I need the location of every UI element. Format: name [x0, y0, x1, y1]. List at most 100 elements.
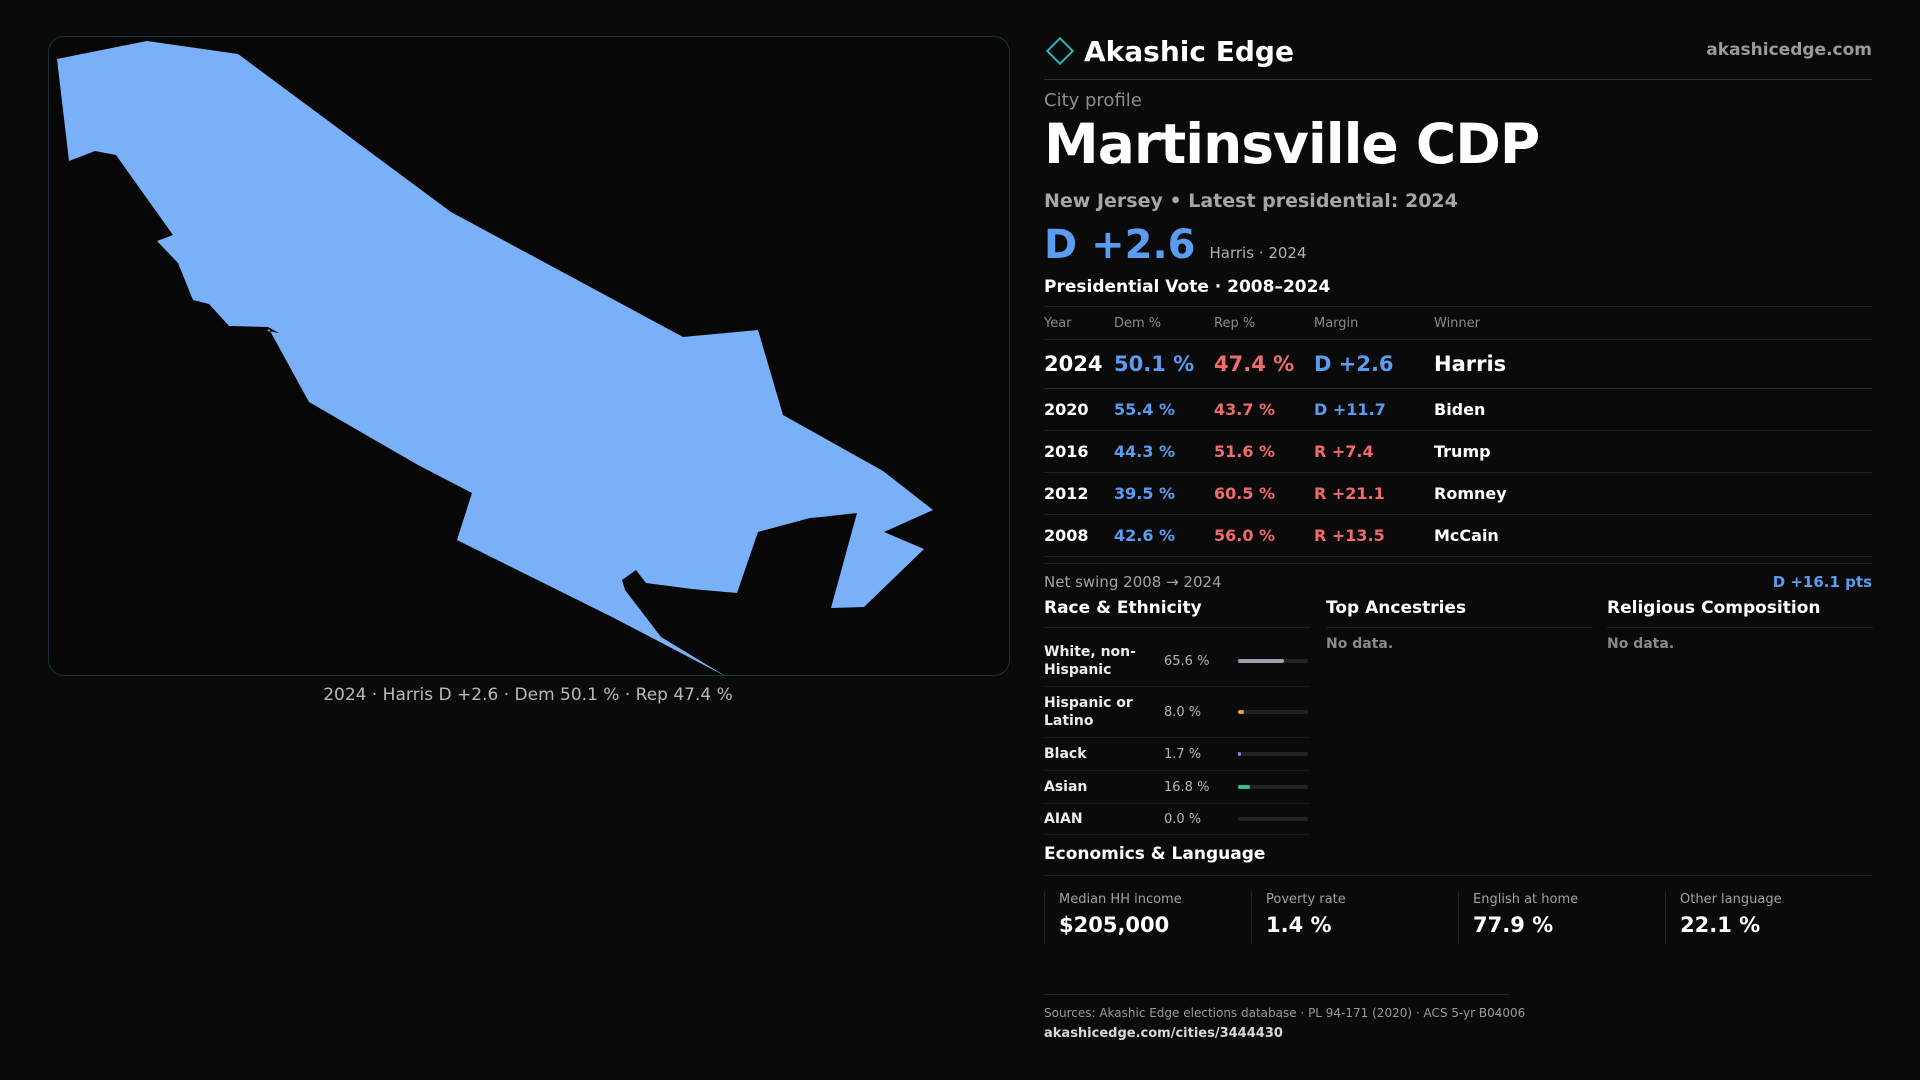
cell-margin: R +13.5: [1314, 514, 1434, 557]
race-label: White, non-Hispanic: [1044, 644, 1136, 678]
race-bar-fill: [1238, 785, 1250, 789]
city-boundary-shape[interactable]: [57, 41, 933, 675]
race-bar-track: [1238, 752, 1308, 756]
race-section-title: Race & Ethnicity: [1044, 598, 1310, 628]
religion-section: Religious Composition No data.: [1607, 598, 1873, 652]
race-bar-fill: [1238, 710, 1244, 714]
brand-name: Akashic Edge: [1084, 34, 1294, 68]
kpi-value: 1.4 %: [1266, 913, 1332, 937]
map-panel: [48, 36, 1010, 676]
swing-label: Net swing 2008 → 2024: [1044, 573, 1222, 591]
cell-winner: Trump: [1434, 430, 1872, 473]
header-year: Year: [1044, 306, 1114, 340]
header-divider: [1044, 79, 1872, 80]
headline-margin: D +2.6 Harris · 2024: [1044, 222, 1307, 268]
kpi-label: Median HH income: [1059, 892, 1182, 907]
margin-note: Harris · 2024: [1209, 244, 1307, 262]
cell-margin: D +2.6: [1314, 339, 1434, 389]
economics-kpis: Median HH income $205,000 Poverty rate 1…: [1044, 892, 1872, 944]
cell-dem: 39.5 %: [1114, 472, 1214, 515]
table-row: 2020 55.4 % 43.7 % D +11.7 Biden: [1044, 388, 1872, 431]
page-url-link[interactable]: akashicedge.com/cities/3444430: [1044, 1026, 1283, 1041]
margin-value: D +2.6: [1044, 222, 1196, 268]
race-row: Asian 16.8 %: [1044, 771, 1310, 804]
kpi-value: $205,000: [1059, 913, 1170, 937]
race-section: Race & Ethnicity White, non-Hispanic 65.…: [1044, 598, 1310, 835]
table-row-latest: 2024 50.1 % 47.4 % D +2.6 Harris: [1044, 339, 1872, 389]
header-rep: Rep %: [1214, 306, 1314, 340]
footer-divider: [1044, 994, 1509, 995]
kpi-label: Other language: [1680, 892, 1782, 907]
cell-year: 2012: [1044, 472, 1114, 515]
kpi-median-income: Median HH income $205,000: [1044, 892, 1251, 944]
header-margin: Margin: [1314, 306, 1434, 340]
religion-empty: No data.: [1607, 636, 1675, 652]
cell-year: 2020: [1044, 388, 1114, 431]
ancestries-section: Top Ancestries No data.: [1326, 598, 1592, 652]
kpi-english-at-home: English at home 77.9 %: [1458, 892, 1665, 944]
cell-rep: 51.6 %: [1214, 430, 1314, 473]
kpi-poverty-rate: Poverty rate 1.4 %: [1251, 892, 1458, 944]
cell-rep: 47.4 %: [1214, 339, 1314, 389]
map-caption: 2024 · Harris D +2.6 · Dem 50.1 % · Rep …: [323, 685, 733, 705]
race-row: White, non-Hispanic 65.6 %: [1044, 636, 1310, 687]
race-value: 16.8 %: [1164, 779, 1210, 795]
cell-year: 2016: [1044, 430, 1114, 473]
kpi-label: English at home: [1473, 892, 1579, 907]
eyebrow-label: City profile: [1044, 90, 1142, 111]
race-bar-fill: [1238, 752, 1241, 756]
ancestries-empty: No data.: [1326, 636, 1394, 652]
race-value: 0.0 %: [1164, 811, 1202, 827]
kpi-value: 22.1 %: [1680, 913, 1761, 937]
cell-margin: R +21.1: [1314, 472, 1434, 515]
page-title: Martinsville CDP: [1044, 112, 1540, 176]
vote-table: Year Dem % Rep % Margin Winner 2024 50.1…: [1044, 306, 1872, 557]
cell-rep: 60.5 %: [1214, 472, 1314, 515]
ancestries-section-title: Top Ancestries: [1326, 598, 1592, 628]
page-subtitle: New Jersey • Latest presidential: 2024: [1044, 190, 1458, 212]
race-value: 1.7 %: [1164, 746, 1202, 762]
map-svg: [57, 41, 933, 675]
race-bar-track: [1238, 710, 1308, 714]
header-dem: Dem %: [1114, 306, 1214, 340]
race-row: AIAN 0.0 %: [1044, 804, 1310, 835]
brand[interactable]: Akashic Edge: [1044, 32, 1294, 70]
race-label: Asian: [1044, 779, 1088, 795]
diamond-logo-icon: [1045, 36, 1075, 66]
cell-rep: 43.7 %: [1214, 388, 1314, 431]
race-row: Black 1.7 %: [1044, 738, 1310, 771]
table-row: 2012 39.5 % 60.5 % R +21.1 Romney: [1044, 472, 1872, 515]
race-row: Hispanic or Latino 8.0 %: [1044, 687, 1310, 738]
race-label: AIAN: [1044, 811, 1083, 827]
cell-winner: Biden: [1434, 388, 1872, 431]
race-bar-track: [1238, 659, 1308, 663]
table-row: 2008 42.6 % 56.0 % R +13.5 McCain: [1044, 514, 1872, 557]
race-value: 65.6 %: [1164, 653, 1210, 669]
cell-dem: 50.1 %: [1114, 339, 1214, 389]
cell-winner: McCain: [1434, 514, 1872, 557]
race-value: 8.0 %: [1164, 704, 1202, 720]
race-label: Black: [1044, 746, 1087, 762]
cell-rep: 56.0 %: [1214, 514, 1314, 557]
kpi-value: 77.9 %: [1473, 913, 1554, 937]
cell-year: 2008: [1044, 514, 1114, 557]
vote-table-header: Year Dem % Rep % Margin Winner: [1044, 306, 1872, 340]
site-link[interactable]: akashicedge.com: [1706, 40, 1872, 60]
cell-dem: 55.4 %: [1114, 388, 1214, 431]
header-winner: Winner: [1434, 306, 1872, 340]
cell-year: 2024: [1044, 339, 1114, 389]
net-swing: Net swing 2008 → 2024 D +16.1 pts: [1044, 563, 1872, 591]
religion-section-title: Religious Composition: [1607, 598, 1873, 628]
cell-margin: D +11.7: [1314, 388, 1434, 431]
kpi-other-language: Other language 22.1 %: [1665, 892, 1872, 944]
cell-dem: 44.3 %: [1114, 430, 1214, 473]
race-bar-track: [1238, 817, 1308, 821]
cell-dem: 42.6 %: [1114, 514, 1214, 557]
economics-section-title: Economics & Language: [1044, 844, 1266, 864]
cell-margin: R +7.4: [1314, 430, 1434, 473]
race-bar-fill: [1238, 659, 1284, 663]
sources-text: Sources: Akashic Edge elections database…: [1044, 1006, 1526, 1020]
race-label: Hispanic or Latino: [1044, 695, 1133, 729]
kpi-label: Poverty rate: [1266, 892, 1346, 907]
votes-section-title: Presidential Vote · 2008–2024: [1044, 277, 1331, 297]
